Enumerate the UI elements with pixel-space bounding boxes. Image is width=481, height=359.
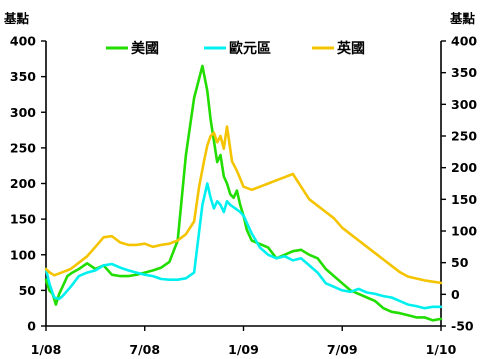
x-tick-label: 1/08: [31, 342, 62, 357]
left-tick-label: 50: [19, 283, 37, 298]
left-tick-label: 300: [10, 105, 36, 120]
plot-area: [44, 64, 443, 322]
left-tick-label: 250: [10, 140, 36, 155]
x-tick-label: 1/10: [426, 342, 457, 357]
x-tick-label: 1/09: [228, 342, 259, 357]
series-line-2: [44, 125, 443, 285]
legend-label: 英國: [336, 40, 365, 57]
right-axis-ticks: -50 0 50 100 150 200 250 300 350 400: [441, 34, 477, 334]
left-tick-label: 200: [10, 176, 36, 191]
x-axis-ticks: 1/08 7/08 1/09 7/09 1/10: [31, 326, 457, 357]
left-axis-ticks: 0 50 100 150 200 250 300 350 400: [10, 34, 46, 334]
right-tick-label: 300: [451, 97, 477, 112]
right-tick-label: 250: [451, 129, 477, 144]
right-tick-label: 100: [451, 224, 477, 239]
left-tick-label: 100: [10, 247, 36, 262]
left-tick-label: 0: [27, 319, 36, 334]
legend: 美國 歐元區 英國: [106, 40, 365, 57]
left-tick-label: 150: [10, 212, 36, 227]
x-tick-label: 7/08: [129, 342, 160, 357]
left-tick-label: 350: [10, 69, 36, 84]
x-tick-label: 7/09: [327, 342, 358, 357]
right-tick-label: 200: [451, 160, 477, 175]
right-tick-label: 350: [451, 65, 477, 80]
left-axis-unit: 基點: [3, 11, 30, 26]
legend-label: 美國: [131, 40, 159, 57]
right-axis-unit: 基點: [449, 11, 476, 26]
legend-label: 歐元區: [229, 40, 271, 57]
right-tick-label: -50: [451, 319, 474, 334]
right-tick-label: 0: [451, 287, 460, 302]
right-tick-label: 50: [451, 255, 469, 270]
series-line-1: [44, 182, 443, 310]
series-line-0: [44, 64, 443, 322]
right-tick-label: 150: [451, 192, 477, 207]
left-tick-label: 400: [10, 34, 36, 49]
right-tick-label: 400: [451, 34, 477, 49]
